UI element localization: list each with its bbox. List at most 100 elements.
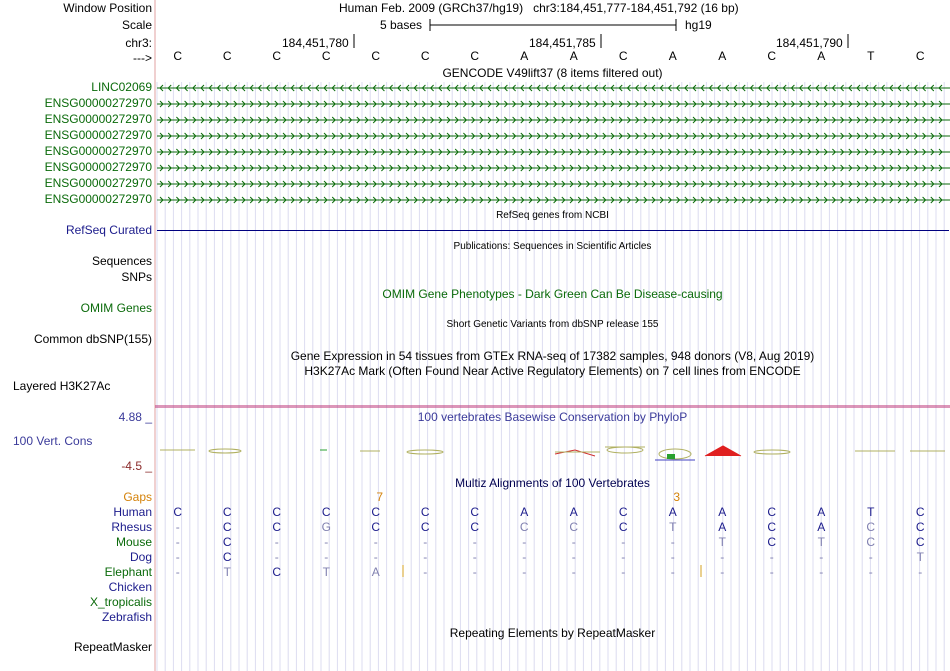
strand-chevron [306,84,311,92]
multiz-title[interactable]: Multiz Alignments of 100 Vertebrates [455,476,650,490]
strand-chevron [815,100,820,108]
refseq-title[interactable]: RefSeq genes from NCBI [496,210,609,221]
strand-chevron [938,196,943,204]
species-label[interactable]: Mouse [115,535,152,549]
gencode-gene-feature[interactable] [157,130,950,142]
strand-chevron [725,164,730,172]
strand-chevron [454,100,459,108]
h3k27ac-title[interactable]: H3K27Ac Mark (Often Found Near Active Re… [304,364,801,378]
strand-chevron [725,116,730,124]
strand-chevron [413,164,418,172]
h3k27ac-label[interactable]: Layered H3K27Ac [13,379,111,393]
gap-marker[interactable]: 3 [673,490,681,504]
alignment-base: - [720,550,725,564]
omim-label[interactable]: OMIM Genes [80,301,152,315]
strand-chevron [897,164,902,172]
alignment-base: - [175,535,180,549]
strand-chevron [741,148,746,156]
refseq-gene-line[interactable] [157,230,949,231]
dbsnp-title[interactable]: Short Genetic Variants from dbSNP releas… [446,319,659,330]
strand-chevron [299,100,304,108]
dbsnp-label[interactable]: Common dbSNP(155) [33,332,152,346]
gtex-title[interactable]: Gene Expression in 54 tissues from GTEx … [290,349,815,363]
gencode-gene-label[interactable]: ENSG00000272970 [44,112,152,126]
gencode-gene-label[interactable]: ENSG00000272970 [44,96,152,110]
strand-chevron [561,84,566,92]
gencode-gene-feature[interactable] [157,194,950,206]
sequence-base: A [718,49,727,63]
gencode-gene-feature[interactable] [157,98,950,110]
species-label[interactable]: Human [113,505,152,519]
gencode-gene-label[interactable]: ENSG00000272970 [44,176,152,190]
species-label[interactable]: X_tropicalis [89,595,152,609]
strand-chevron [545,164,550,172]
strand-chevron [692,180,697,188]
strand-chevron [676,164,681,172]
species-label[interactable]: Chicken [108,580,152,594]
strand-chevron [241,116,246,124]
phylop-title[interactable]: 100 vertebrates Basewise Conservation by… [417,410,688,424]
repeatmasker-label[interactable]: RepeatMasker [73,640,152,654]
gencode-gene-label[interactable]: ENSG00000272970 [44,144,152,158]
species-label[interactable]: Zebrafish [101,610,152,624]
gencode-gene-feature[interactable] [157,162,950,174]
strand-chevron [479,164,484,172]
phylop-label[interactable]: 100 Vert. Cons [13,434,93,448]
strand-chevron [782,84,787,92]
gencode-gene-label[interactable]: LINC02069 [91,80,152,94]
gencode-gene-feature[interactable] [157,114,950,126]
strand-chevron [602,116,607,124]
strand-chevron [479,196,484,204]
phylop-signal[interactable] [155,440,950,464]
strand-chevron [487,180,492,188]
omim-title[interactable]: OMIM Gene Phenotypes - Dark Green Can Be… [382,287,723,301]
refseq-label[interactable]: RefSeq Curated [65,223,152,237]
strand-chevron [651,164,656,172]
publications-title[interactable]: Publications: Sequences in Scientific Ar… [453,241,652,252]
strand-chevron [823,116,828,124]
strand-chevron [832,180,837,188]
species-label[interactable]: Rhesus [111,520,152,534]
strand-chevron [725,132,730,140]
species-label[interactable]: Elephant [104,565,152,579]
snps-label[interactable]: SNPs [121,270,152,284]
strand-chevron [913,84,918,92]
gap-marker[interactable]: 7 [376,490,384,504]
strand-chevron [176,180,181,188]
strand-chevron [307,164,312,172]
strand-chevron [766,164,771,172]
strand-chevron [307,116,312,124]
alignment-base: T [322,565,330,579]
gencode-gene-feature[interactable] [157,82,950,94]
gencode-title[interactable]: GENCODE V49lift37 (8 items filtered out) [442,66,663,80]
repeatmasker-title[interactable]: Repeating Elements by RepeatMasker [449,626,656,640]
strand-chevron [823,148,828,156]
strand-chevron [290,148,295,156]
strand-chevron [159,84,164,92]
strand-chevron [668,100,673,108]
gencode-gene-feature[interactable] [157,146,950,158]
strand-chevron [372,180,377,188]
strand-chevron [454,196,459,204]
chrom-label: chr3: [125,36,152,50]
strand-chevron [340,100,345,108]
species-label[interactable]: Dog [129,550,152,564]
strand-chevron [356,180,361,188]
strand-chevron [241,180,246,188]
strand-chevron [651,196,656,204]
alignment-base: C [519,520,529,534]
gencode-gene-label[interactable]: ENSG00000272970 [44,160,152,174]
strand-chevron [774,132,779,140]
strand-chevron [733,132,738,140]
strand-chevron [905,116,910,124]
strand-chevron [848,164,853,172]
strand-chevron [208,164,213,172]
gencode-gene-label[interactable]: ENSG00000272970 [44,128,152,142]
strand-chevron [364,100,369,108]
gencode-gene-label[interactable]: ENSG00000272970 [44,192,152,206]
gencode-gene-feature[interactable] [157,178,950,190]
sequences-label[interactable]: Sequences [91,254,152,268]
strand-chevron [758,180,763,188]
strand-chevron [282,196,287,204]
strand-chevron [381,148,386,156]
